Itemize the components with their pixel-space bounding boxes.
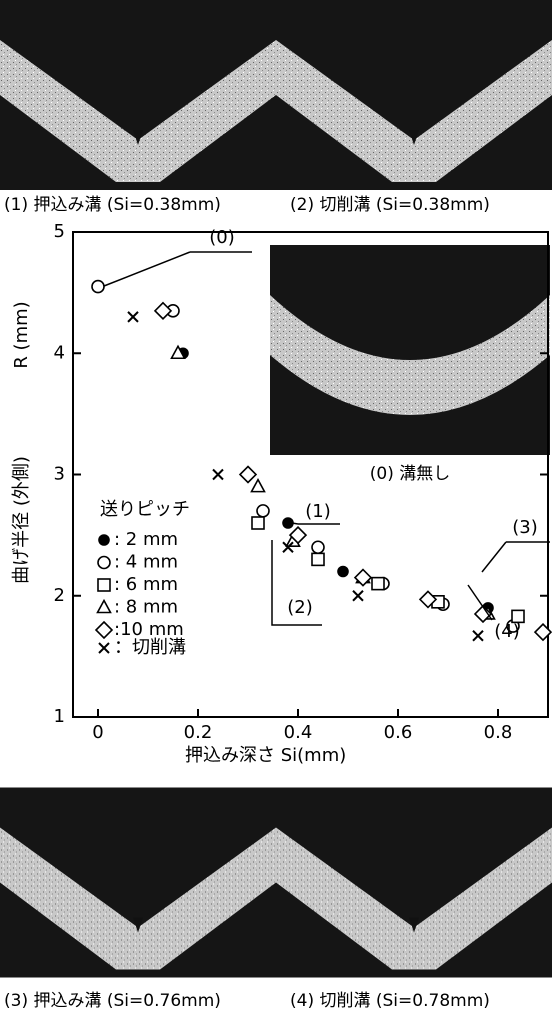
photo xyxy=(276,0,552,190)
y-tick-label: 1 xyxy=(54,706,65,727)
legend-marker xyxy=(98,579,110,591)
x-tick-label: 0 xyxy=(92,722,103,743)
point xyxy=(252,517,264,529)
point xyxy=(473,631,483,641)
point xyxy=(372,578,384,590)
legend-label: : 8 mm xyxy=(114,597,178,618)
legend-marker xyxy=(98,557,110,569)
photo xyxy=(0,788,276,978)
legend-marker xyxy=(99,535,109,545)
legend-marker xyxy=(96,622,112,638)
y-tick-label: 4 xyxy=(54,342,65,363)
point xyxy=(312,541,324,553)
annotation: (2) xyxy=(287,597,313,618)
legend-marker xyxy=(99,643,109,653)
point xyxy=(155,303,171,319)
annotation: (4) xyxy=(494,621,520,642)
point xyxy=(312,553,324,565)
inset-photo xyxy=(270,245,550,455)
y-tick-label: 2 xyxy=(54,585,65,606)
figure: (1) 押込み溝 (Si=0.38mm) (2) 切削溝 (Si=0.38mm)… xyxy=(0,0,552,1014)
point xyxy=(213,470,223,480)
y-tick-label: 3 xyxy=(54,464,65,485)
annotation: (3) xyxy=(512,517,538,538)
caption: (3) 押込み溝 (Si=0.76mm) xyxy=(4,991,221,1011)
legend-label: : 2 mm xyxy=(114,529,178,550)
annotation-line xyxy=(104,252,252,286)
photo xyxy=(276,788,552,978)
annotation-line xyxy=(482,542,550,572)
legend-label: ：切削溝 xyxy=(114,637,186,658)
annotation: (0) xyxy=(209,227,235,248)
annotation-line xyxy=(292,523,340,524)
point xyxy=(128,312,138,322)
photo xyxy=(0,0,276,190)
point xyxy=(338,567,348,577)
legend-title: 送りピッチ xyxy=(100,499,190,520)
point xyxy=(240,467,256,483)
y-axis-unit: R (mm) xyxy=(11,301,32,368)
x-tick-label: 0.8 xyxy=(484,722,513,743)
point xyxy=(283,518,293,528)
annotation: (1) xyxy=(305,501,331,522)
legend-marker xyxy=(98,601,111,613)
point xyxy=(92,281,104,293)
x-tick-label: 0.6 xyxy=(384,722,413,743)
x-tick-label: 0.4 xyxy=(284,722,313,743)
point xyxy=(257,505,269,517)
x-axis-label: 押込み深さ Si(mm) xyxy=(185,745,346,766)
inset-caption: (0) 溝無し xyxy=(370,464,450,484)
y-tick-label: 5 xyxy=(54,221,65,242)
caption: (4) 切削溝 (Si=0.78mm) xyxy=(290,991,490,1011)
caption: (2) 切削溝 (Si=0.38mm) xyxy=(290,195,490,215)
caption: (1) 押込み溝 (Si=0.38mm) xyxy=(4,195,221,215)
y-axis-label: 曲げ半径 (外側) xyxy=(11,456,32,584)
point xyxy=(252,480,265,492)
legend-label: : 4 mm xyxy=(114,552,178,573)
x-tick-label: 0.2 xyxy=(184,722,213,743)
point xyxy=(353,591,363,601)
legend-label: : 6 mm xyxy=(114,574,178,595)
